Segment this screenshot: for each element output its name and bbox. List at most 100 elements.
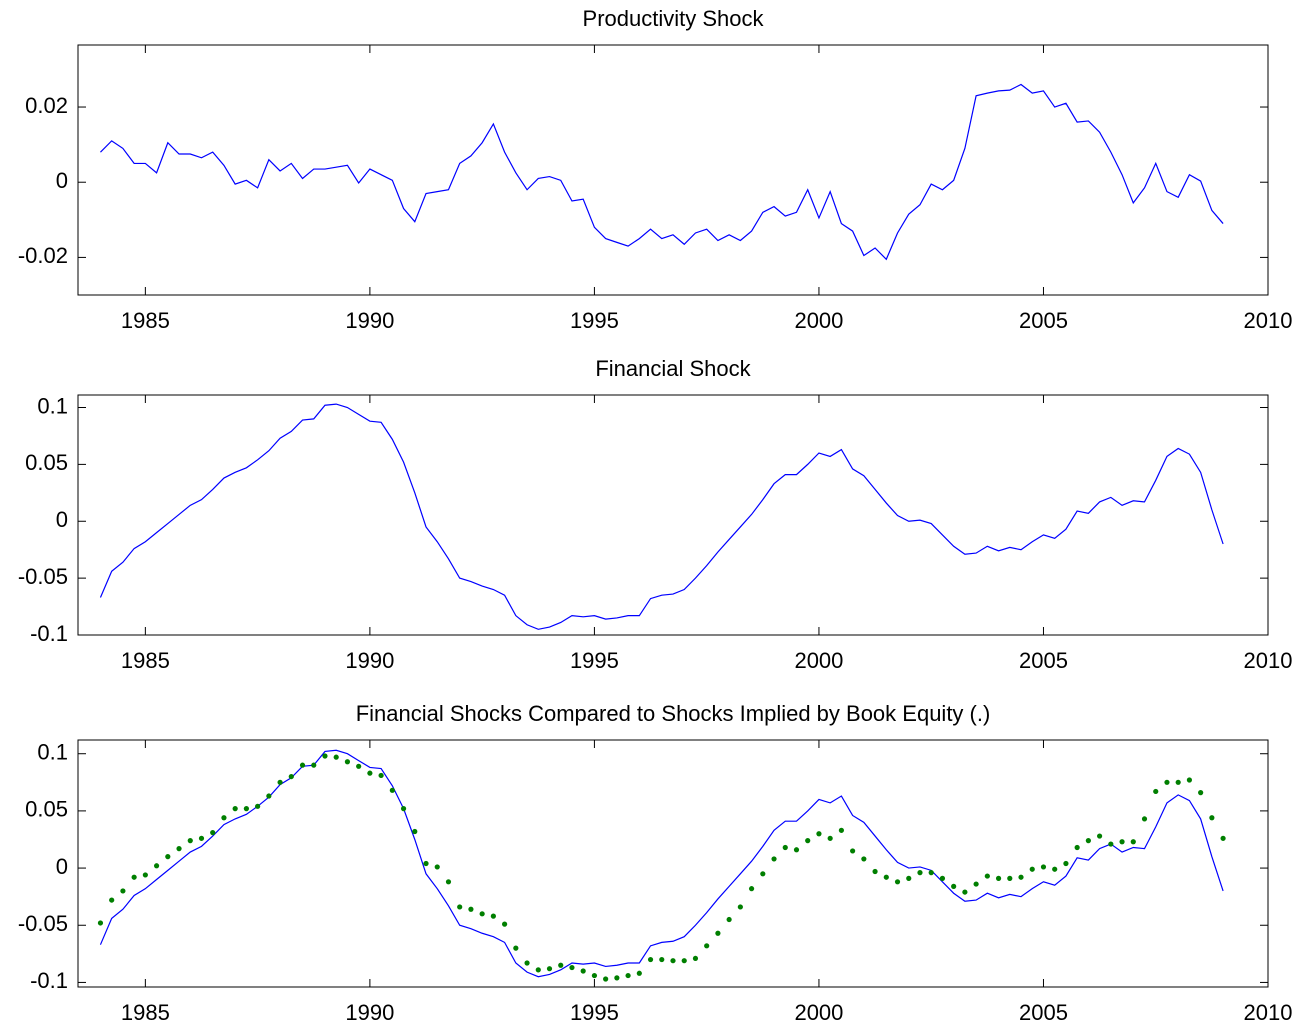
data-dot bbox=[378, 772, 384, 779]
data-dot bbox=[805, 838, 811, 844]
data-dot bbox=[131, 874, 137, 880]
data-dot bbox=[726, 916, 732, 923]
data-dot bbox=[1097, 833, 1103, 839]
data-dot bbox=[962, 889, 968, 895]
data-dot bbox=[1085, 838, 1091, 844]
data-dot bbox=[1186, 777, 1193, 783]
data-dot bbox=[546, 966, 553, 972]
data-dot bbox=[894, 879, 901, 885]
data-line bbox=[99, 403, 1224, 630]
plot-frame bbox=[77, 739, 1269, 988]
y-tick-label: 0 bbox=[56, 854, 68, 879]
data-dot bbox=[221, 815, 227, 821]
data-dot bbox=[457, 904, 463, 910]
data-dot bbox=[737, 904, 743, 910]
data-dot bbox=[1074, 844, 1080, 851]
x-tick-label: 1990 bbox=[345, 648, 394, 673]
data-dot bbox=[445, 879, 452, 885]
data-dot bbox=[883, 874, 889, 880]
y-tick-label: 0.1 bbox=[37, 740, 68, 765]
data-dot bbox=[1052, 866, 1058, 872]
data-dot bbox=[513, 945, 519, 951]
x-tick-label: 1985 bbox=[121, 648, 170, 673]
data-dot bbox=[322, 753, 328, 759]
data-dot bbox=[625, 972, 631, 979]
data-dot bbox=[906, 875, 912, 881]
data-dot bbox=[187, 838, 193, 844]
data-dot bbox=[1119, 839, 1125, 845]
data-dot bbox=[670, 958, 676, 964]
data-dot bbox=[580, 968, 586, 974]
data-dot bbox=[838, 827, 844, 833]
data-dot bbox=[400, 806, 407, 812]
data-dot bbox=[243, 806, 249, 812]
data-dot bbox=[704, 943, 710, 949]
y-tick-label: -0.05 bbox=[18, 564, 68, 589]
data-dot bbox=[614, 975, 620, 981]
x-tick-label: 1990 bbox=[345, 308, 394, 333]
data-dot bbox=[636, 970, 642, 976]
data-dot bbox=[928, 870, 934, 876]
data-dot bbox=[558, 962, 564, 968]
data-dot bbox=[951, 883, 957, 889]
data-dot bbox=[356, 763, 362, 769]
y-tick-label: -0.1 bbox=[30, 621, 68, 646]
data-dot bbox=[468, 906, 474, 912]
data-dot bbox=[277, 779, 283, 785]
data-dot bbox=[1153, 788, 1159, 795]
x-tick-label: 2010 bbox=[1244, 308, 1293, 333]
data-dot bbox=[1198, 790, 1204, 796]
plot-frame bbox=[77, 394, 1269, 636]
data-dot bbox=[412, 828, 418, 835]
data-dot bbox=[165, 854, 171, 860]
x-tick-label: 1995 bbox=[570, 648, 619, 673]
data-dot bbox=[344, 759, 351, 765]
chart-title: Financial Shock bbox=[595, 356, 751, 381]
x-tick-label: 2005 bbox=[1019, 1000, 1068, 1025]
y-tick-label: -0.1 bbox=[30, 968, 68, 993]
data-dot bbox=[681, 958, 687, 964]
x-tick-label: 1995 bbox=[570, 1000, 619, 1025]
y-tick-label: 0.1 bbox=[37, 393, 68, 418]
chart-title: Financial Shocks Compared to Shocks Impl… bbox=[356, 701, 991, 726]
data-dot bbox=[97, 920, 104, 926]
chart-title: Productivity Shock bbox=[583, 6, 765, 31]
data-dot bbox=[760, 871, 766, 877]
data-dot bbox=[1108, 841, 1114, 847]
data-line bbox=[100, 83, 1224, 261]
y-tick-label: 0.05 bbox=[25, 797, 68, 822]
data-dot bbox=[1175, 779, 1181, 785]
data-dot bbox=[984, 873, 990, 879]
data-dot bbox=[502, 921, 508, 927]
x-tick-label: 2000 bbox=[794, 1000, 843, 1025]
y-tick-label: -0.02 bbox=[18, 243, 68, 268]
data-dot bbox=[120, 888, 126, 894]
y-tick-label: 0 bbox=[56, 168, 68, 193]
data-dot bbox=[771, 856, 777, 862]
x-tick-label: 2000 bbox=[794, 648, 843, 673]
x-tick-label: 2010 bbox=[1244, 1000, 1293, 1025]
plot-frame bbox=[77, 44, 1269, 296]
data-dot bbox=[255, 803, 261, 809]
x-tick-label: 2005 bbox=[1019, 648, 1068, 673]
data-dot bbox=[109, 897, 115, 903]
data-dot bbox=[198, 835, 205, 841]
data-dot bbox=[490, 913, 496, 919]
data-dot bbox=[782, 844, 788, 851]
y-tick-label: 0 bbox=[56, 507, 68, 532]
data-dot bbox=[423, 860, 429, 867]
data-dot bbox=[479, 911, 485, 917]
data-dot bbox=[861, 856, 867, 862]
y-tick-label: 0.05 bbox=[25, 450, 68, 475]
data-dot bbox=[1209, 815, 1215, 821]
data-dot bbox=[288, 773, 294, 780]
data-dot bbox=[1063, 860, 1069, 867]
data-dot bbox=[1040, 864, 1047, 870]
data-dot bbox=[850, 848, 856, 854]
data-dot bbox=[569, 964, 575, 971]
x-tick-label: 1990 bbox=[345, 1000, 394, 1025]
data-line bbox=[99, 749, 1224, 978]
data-dot bbox=[210, 830, 216, 836]
data-dot bbox=[827, 835, 833, 841]
